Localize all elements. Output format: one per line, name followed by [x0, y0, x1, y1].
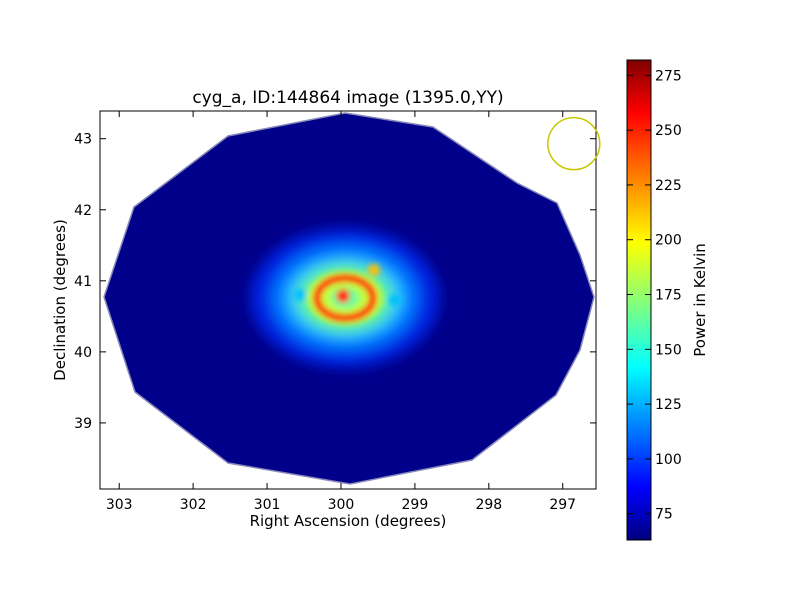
axes-frame — [99, 110, 597, 490]
colorbar-label: Power in Kelvin — [691, 243, 709, 357]
y-tick-label: 42 — [74, 203, 92, 219]
beam-marker — [547, 116, 601, 171]
source-emission-core — [294, 264, 401, 325]
x-tick-label: 301 — [254, 497, 281, 513]
emission-knot — [294, 289, 306, 301]
colorbar-axis: 75 100 125 150 175 200 225 250 275 — [627, 68, 682, 523]
colorbar-tick-label: 125 — [655, 397, 682, 413]
colorbar-tick-label: 175 — [655, 288, 682, 304]
colorbar-tick-label: 150 — [655, 342, 682, 358]
y-axis: 39 40 41 42 43 — [74, 132, 596, 432]
x-tick-label: 300 — [328, 497, 355, 513]
y-tick-label: 43 — [74, 132, 92, 148]
colorbar-tick-label: 75 — [655, 507, 673, 523]
colorbar-tick-label: 225 — [655, 178, 682, 194]
emission-knot — [368, 264, 380, 276]
x-tick-label: 299 — [402, 497, 429, 513]
emission-ring — [313, 274, 377, 322]
x-tick-label: 303 — [106, 497, 133, 513]
colorbar-tick-label: 100 — [655, 452, 682, 468]
chart-title: cyg_a, ID:144864 image (1395.0,YY) — [192, 88, 503, 108]
x-axis-label: Right Ascension (degrees) — [250, 512, 447, 530]
colorbar-tick-label: 275 — [655, 68, 682, 84]
colorbar-tick-label: 200 — [655, 233, 682, 249]
y-tick-label: 40 — [74, 345, 92, 361]
x-tick-label: 297 — [549, 497, 576, 513]
emission-peak — [336, 289, 350, 303]
y-axis-label: Declination (degrees) — [51, 219, 69, 381]
y-tick-label: 39 — [74, 416, 92, 432]
x-tick-label: 302 — [180, 497, 207, 513]
heatmap-image — [103, 112, 595, 485]
y-tick-label: 41 — [74, 274, 92, 290]
colorbar — [626, 59, 652, 541]
colorbar-tick-label: 250 — [655, 123, 682, 139]
emission-knot — [389, 294, 401, 306]
x-axis: 303 302 301 300 299 298 297 — [106, 111, 576, 513]
x-tick-label: 298 — [475, 497, 502, 513]
